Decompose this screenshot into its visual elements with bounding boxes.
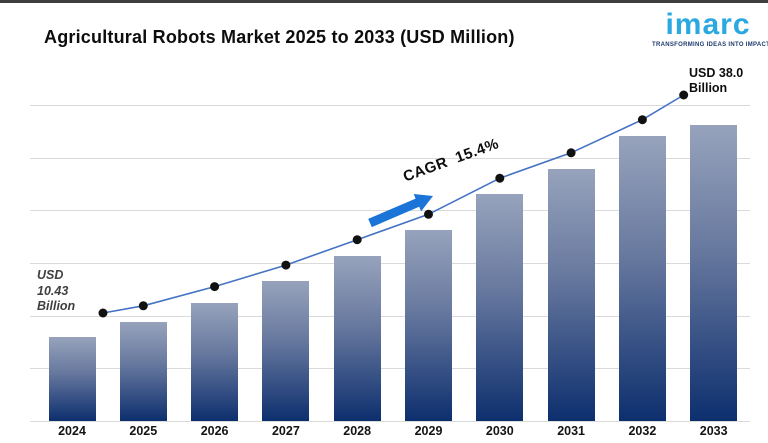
bar-2031: [547, 168, 595, 421]
x-axis-label-2031: 2031: [557, 424, 585, 438]
imarc-logo-tagline: TRANSFORMING IDEAS INTO IMPACT: [652, 42, 768, 48]
x-axis-label-2030: 2030: [485, 424, 514, 438]
data-point-2026: [210, 282, 220, 292]
gridline: [30, 368, 750, 370]
data-point-2033: [679, 90, 689, 100]
bar-2026: [191, 302, 239, 421]
bar-2029: [405, 230, 452, 421]
x-axis-label-2024: 2024: [58, 424, 86, 438]
gridline: [30, 315, 750, 317]
imarc-logo: imarc TRANSFORMING IDEAS INTO IMPACT: [652, 8, 768, 49]
x-axis-label-2029: 2029: [414, 424, 443, 438]
x-axis-label-2027: 2027: [271, 424, 300, 438]
bar-2033: [690, 125, 738, 421]
page-title: Agricultural Robots Market 2025 to 2033 …: [44, 27, 515, 47]
data-point-2030: [495, 173, 505, 183]
annotation-end-value: USD 38.0 Billion: [689, 66, 744, 95]
bar-2032: [618, 135, 666, 421]
bar-2025: [119, 321, 167, 421]
x-axis-label-2026: 2026: [200, 424, 229, 438]
annotation-start-value: USD 10.43 Billion: [37, 268, 76, 314]
bar-2027: [262, 281, 310, 421]
top-border: [0, 0, 768, 3]
bar-2024: [48, 337, 96, 421]
x-axis-label-2032: 2032: [628, 424, 657, 438]
bar-2030: [476, 194, 524, 421]
imarc-logo-text: imarc: [665, 8, 751, 41]
x-axis-label-2025: 2025: [129, 424, 158, 438]
data-point-2027: [281, 260, 291, 270]
gridline: [30, 421, 750, 422]
data-point-2028: [352, 235, 362, 245]
trend-line: [102, 94, 685, 314]
gridline: [30, 105, 750, 106]
x-axis-label-2028: 2028: [343, 424, 372, 438]
data-point-2031: [566, 148, 576, 158]
bar-2028: [333, 255, 381, 421]
data-point-2025: [138, 301, 148, 311]
annotation-cagr: CAGR 15.4%: [400, 135, 502, 186]
data-point-2032: [637, 115, 647, 125]
x-axis-label-2033: 2033: [699, 424, 728, 438]
